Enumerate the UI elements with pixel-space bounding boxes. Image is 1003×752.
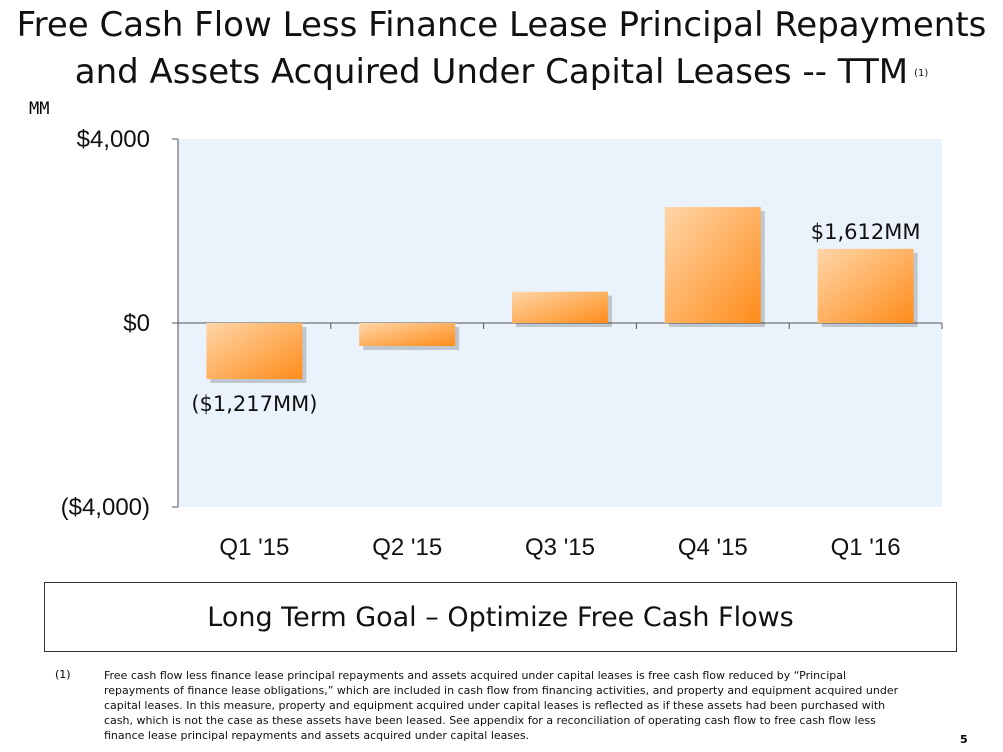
bar xyxy=(359,323,456,346)
bar xyxy=(664,207,761,323)
bar-chart: $4,000 $0 ($4,000) Q1 '15 Q2 '15 Q3 '15 Q4 '15… xyxy=(61,126,943,561)
bar xyxy=(817,248,914,323)
x-tick-label: Q4 '15 xyxy=(678,534,748,561)
x-tick-label: Q1 '16 xyxy=(831,534,901,561)
long-term-goal-text: Long Term Goal – Optimize Free Cash Flow… xyxy=(207,601,794,633)
bar xyxy=(512,291,608,323)
unit-label: MM xyxy=(29,99,50,119)
y-tick-label: ($4,000) xyxy=(61,494,150,521)
data-label: ($1,217MM) xyxy=(191,392,317,416)
data-label: $1,612MM xyxy=(811,220,921,244)
x-tick-label: Q2 '15 xyxy=(372,534,442,561)
bar xyxy=(206,323,303,379)
x-tick-label: Q3 '15 xyxy=(525,534,595,561)
footnote-text: Free cash flow less finance lease princi… xyxy=(104,669,899,742)
x-tick-label: Q1 '15 xyxy=(219,534,289,561)
chart-title-line-1: Free Cash Flow Less Finance Lease Princi… xyxy=(16,5,987,45)
footnote-marker: (1) xyxy=(55,668,71,681)
title-footnote-marker: (1) xyxy=(914,68,929,79)
page-number: 5 xyxy=(960,733,968,746)
chart-title-line-2-text: and Assets Acquired Under Capital Leases… xyxy=(74,52,909,92)
y-tick-label: $4,000 xyxy=(77,126,150,153)
chart-title-line-2: and Assets Acquired Under Capital Leases… xyxy=(0,49,1003,97)
y-tick-label: $0 xyxy=(123,310,150,337)
long-term-goal-box: Long Term Goal – Optimize Free Cash Flow… xyxy=(44,582,957,652)
chart-title: Free Cash Flow Less Finance Lease Princi… xyxy=(0,2,1003,97)
